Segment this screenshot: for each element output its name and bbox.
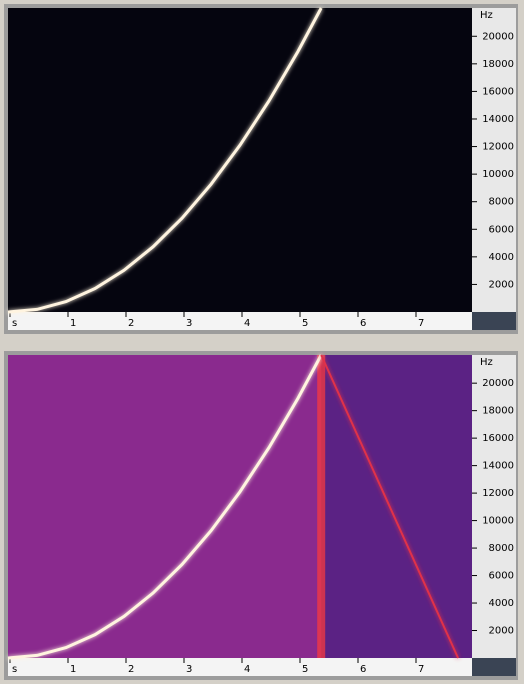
y-tick-label: 20000: [482, 31, 514, 42]
x-tick-label: 4: [244, 318, 250, 329]
y-tick-label: 6000: [489, 224, 514, 235]
y-tick-label: 14000: [482, 461, 514, 472]
spectral-line: [7, 354, 323, 660]
y-tick-label: 4000: [489, 598, 514, 609]
spectral-line: [7, 7, 323, 314]
y-tick-label: 10000: [482, 169, 514, 180]
y-tick-label: 12000: [482, 142, 514, 153]
aliased-region: [321, 355, 472, 658]
y-tick-label: 18000: [482, 59, 514, 70]
x-tick-label: 7: [418, 318, 424, 329]
y-tick-label: 8000: [489, 543, 514, 554]
y-tick-label: 2000: [489, 626, 514, 637]
x-tick-label: 2: [128, 318, 134, 329]
x-tick-label: 4: [244, 664, 250, 675]
x-tick-label: 7: [418, 664, 424, 675]
corner-box: [472, 312, 516, 330]
corner-box: [472, 658, 516, 676]
x-tick-label: 2: [128, 664, 134, 675]
x-tick-label: s: [12, 318, 17, 329]
y-tick-label: 18000: [482, 406, 514, 417]
y-tick-label: 10000: [482, 516, 514, 527]
spectral-line: [320, 354, 459, 659]
y-tick-label: 14000: [482, 114, 514, 125]
y-tick-label: 8000: [489, 197, 514, 208]
y-tick-label: 6000: [489, 571, 514, 582]
y-tick-label: 16000: [482, 86, 514, 97]
transient-band: [317, 355, 326, 658]
x-axis-area: [8, 312, 472, 330]
x-tick-label: 6: [360, 318, 366, 329]
y-tick-label: 2000: [489, 279, 514, 290]
y-axis-area: [472, 8, 516, 312]
x-tick-label: 3: [186, 664, 192, 675]
x-tick-label: 5: [302, 318, 308, 329]
y-tick-label: 12000: [482, 488, 514, 499]
x-axis-area: [8, 658, 472, 676]
y-axis-label: Hz: [480, 357, 493, 368]
y-tick-label: 4000: [489, 252, 514, 263]
x-tick-label: 3: [186, 318, 192, 329]
y-axis-area: [472, 355, 516, 658]
y-tick-label: 20000: [482, 378, 514, 389]
x-tick-label: 6: [360, 664, 366, 675]
x-tick-label: 1: [70, 664, 76, 675]
x-tick-label: 5: [302, 664, 308, 675]
x-tick-label: s: [12, 664, 17, 675]
x-tick-label: 1: [70, 318, 76, 329]
plot-background: [8, 8, 472, 312]
y-axis-label: Hz: [480, 10, 493, 21]
y-tick-label: 16000: [482, 433, 514, 444]
